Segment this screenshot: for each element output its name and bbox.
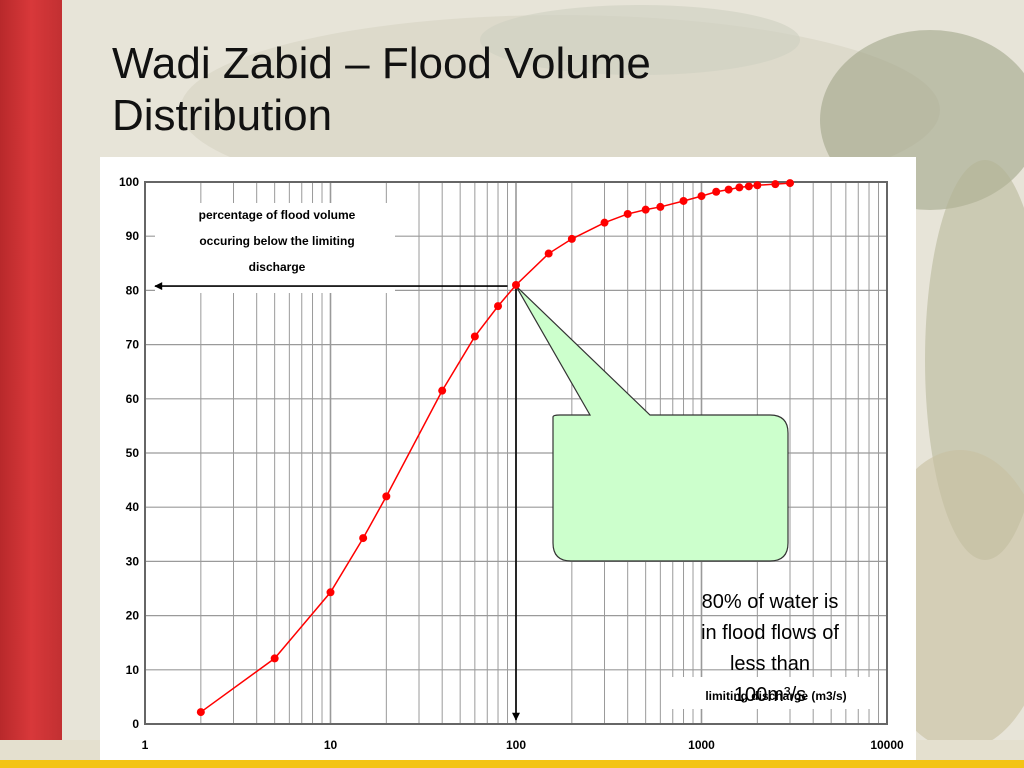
title-line-1: Wadi Zabid – Flood Volume — [112, 39, 651, 88]
data-point — [679, 196, 688, 205]
y-tick-label: 50 — [126, 446, 140, 460]
data-point — [196, 708, 205, 717]
data-point — [567, 234, 576, 243]
data-point — [512, 280, 520, 289]
x-tick-label: 1 — [142, 738, 149, 752]
data-point — [270, 654, 279, 663]
data-point — [470, 332, 479, 341]
x-tick-label: 100 — [506, 738, 526, 752]
ylabel-line: discharge — [249, 260, 306, 274]
y-tick-label: 70 — [126, 338, 140, 352]
y-tick-label: 60 — [126, 392, 140, 406]
data-point — [326, 588, 335, 597]
plot-frame — [144, 181, 888, 725]
callout-line-4: 100m³/s — [733, 684, 807, 706]
data-point — [438, 386, 447, 395]
data-point — [656, 202, 665, 211]
data-point — [712, 187, 721, 196]
y-tick-label: 20 — [126, 609, 140, 623]
y-tick-label: 0 — [132, 717, 139, 731]
data-point — [753, 181, 762, 190]
y-tick-label: 80 — [126, 283, 140, 297]
chart-panel: 0 10 20 30 40 50 60 70 80 90 100 1 10 100 1000 10000 per… — [100, 157, 916, 761]
data-point — [697, 192, 706, 201]
callout-text: 80% of water is in flood flows of less t… — [656, 587, 884, 711]
y-tick-label: 90 — [126, 229, 140, 243]
ylabel-line: occuring below the limiting — [199, 234, 354, 248]
ylabel-line: percentage of flood volume — [199, 208, 356, 222]
data-point — [744, 182, 753, 191]
callout-line-1: 80% of water is — [701, 591, 839, 613]
x-tick-label: 10000 — [870, 738, 904, 752]
data-point — [623, 209, 632, 218]
ylabel-box — [155, 203, 395, 293]
callout-line-2: in flood flows of — [701, 622, 839, 644]
xlabel: limiting discharge (m3/s) — [705, 689, 846, 703]
data-point — [544, 249, 553, 258]
y-tick-label: 100 — [119, 175, 139, 189]
callout-line-3: less than — [729, 653, 811, 675]
data-point — [724, 185, 733, 194]
data-point — [494, 302, 503, 311]
data-point — [641, 205, 650, 214]
callout-bubble — [515, 285, 789, 562]
title-line-2: Distribution — [112, 91, 333, 140]
bottom-strip — [0, 760, 1024, 768]
x-tick-label: 10 — [324, 738, 338, 752]
data-point — [600, 218, 609, 227]
data-point — [786, 179, 795, 188]
red-side-band — [0, 0, 62, 768]
data-point — [382, 492, 391, 501]
data-point — [359, 534, 368, 543]
xlabel-box — [672, 677, 872, 709]
y-tick-label: 10 — [126, 663, 140, 677]
y-tick-label: 30 — [126, 554, 140, 568]
slide-title: Wadi Zabid – Flood Volume Distribution — [112, 38, 872, 142]
x-tick-label: 1000 — [688, 738, 715, 752]
data-point — [735, 183, 744, 192]
data-point — [771, 180, 780, 189]
y-tick-label: 40 — [126, 500, 140, 514]
